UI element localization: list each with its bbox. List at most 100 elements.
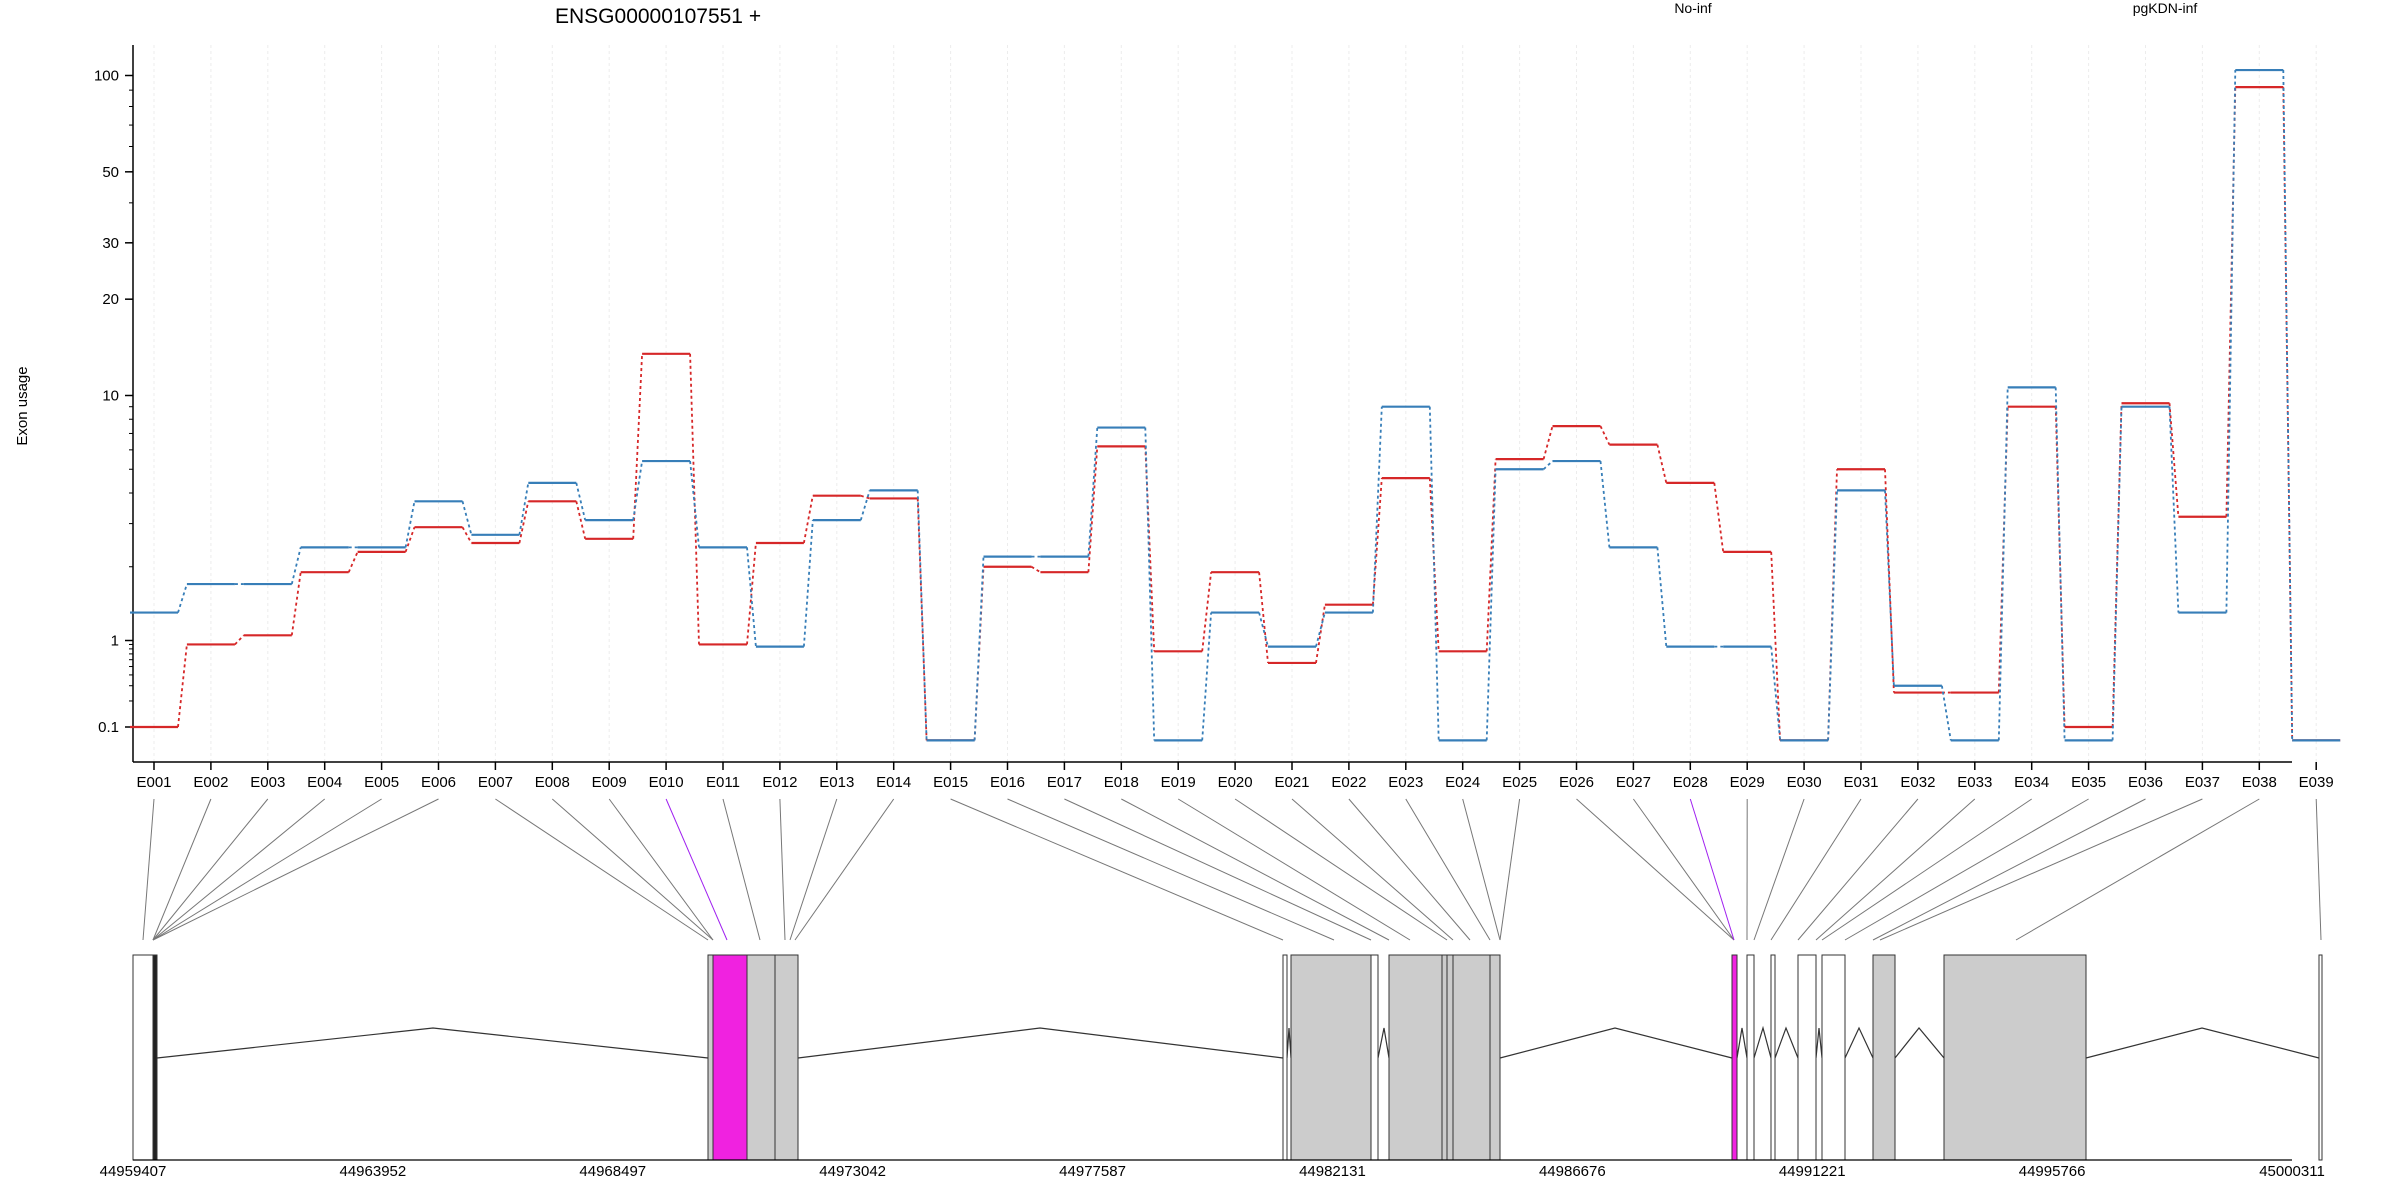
series-connector bbox=[1656, 444, 1668, 484]
series-connector bbox=[290, 572, 302, 636]
exon-block bbox=[132, 954, 154, 1161]
x-tick-label: E002 bbox=[193, 774, 228, 791]
exon-block bbox=[712, 954, 748, 1161]
x-tick-label: E036 bbox=[2128, 774, 2163, 791]
x-tick-label: E020 bbox=[1218, 774, 1253, 791]
intron-line bbox=[1774, 1026, 1799, 1059]
x-tick-label: E006 bbox=[421, 774, 456, 791]
connector-e031 bbox=[1770, 798, 1862, 941]
x-tick-label: E022 bbox=[1331, 774, 1366, 791]
connector-e019 bbox=[1177, 798, 1411, 941]
x-tick-label: E001 bbox=[136, 774, 171, 791]
x-tick-label: E011 bbox=[706, 774, 740, 791]
series-connector bbox=[1884, 490, 1895, 686]
series-connector bbox=[1315, 604, 1326, 664]
series-connector bbox=[518, 482, 530, 535]
intron-line bbox=[1894, 1027, 1945, 1059]
connector-e026 bbox=[1576, 798, 1735, 941]
x-tick-label: E008 bbox=[535, 774, 570, 791]
series-connector bbox=[1087, 427, 1099, 557]
y-tick-label: 50 bbox=[102, 164, 119, 181]
connector-e037 bbox=[1879, 798, 2203, 941]
intron-line bbox=[1286, 1027, 1292, 1059]
series-connector bbox=[1144, 446, 1156, 652]
x-tick-label: E010 bbox=[649, 774, 684, 791]
connector-e021 bbox=[1291, 798, 1454, 941]
exon-block bbox=[1770, 954, 1776, 1161]
x-tick-label: E015 bbox=[933, 774, 968, 791]
coord-tick-label: 44986676 bbox=[1539, 1163, 1606, 1180]
series-connector bbox=[746, 542, 757, 645]
exon-block bbox=[1489, 954, 1501, 1161]
x-tick-label: E023 bbox=[1388, 774, 1423, 791]
series-connector bbox=[1656, 547, 1668, 647]
series-connector bbox=[404, 526, 416, 553]
x-tick-label: E003 bbox=[250, 774, 285, 791]
connector-e004 bbox=[152, 798, 326, 941]
series-connector bbox=[1144, 427, 1156, 741]
series-connector bbox=[575, 482, 587, 521]
intron-line bbox=[1499, 1027, 1733, 1059]
series-connector bbox=[290, 547, 302, 585]
intron-line bbox=[1844, 1026, 1874, 1059]
intron-line bbox=[1377, 1027, 1390, 1059]
exon-block bbox=[1388, 954, 1443, 1161]
legend-entry-no-inf: No-inf bbox=[1674, 0, 1711, 16]
series-connector bbox=[1599, 460, 1611, 548]
series-connector bbox=[2168, 406, 2180, 613]
y-tick-label: 10 bbox=[102, 388, 119, 405]
coord-tick-label: 44973042 bbox=[819, 1163, 886, 1180]
genomic-coordinate-axis: 44959407 44963952 44968497 44973042 44977587… bbox=[100, 1159, 2325, 1180]
x-tick-label: E033 bbox=[1957, 774, 1992, 791]
series-connector bbox=[234, 634, 245, 646]
exon-block bbox=[2318, 954, 2323, 1161]
series-connector bbox=[2225, 70, 2237, 613]
series-layer bbox=[130, 68, 2341, 742]
connector-e036 bbox=[1872, 798, 2146, 941]
x-axis: E001 E002 E003 E004 E005 E006 E007 E008 E009 E010… bbox=[133, 761, 2334, 791]
connector-e007 bbox=[495, 798, 709, 941]
x-tick-label: E019 bbox=[1161, 774, 1196, 791]
exon-block bbox=[746, 954, 776, 1161]
exon-block bbox=[1282, 954, 1288, 1161]
connector-e015 bbox=[950, 798, 1284, 941]
x-tick-label: E016 bbox=[990, 774, 1025, 791]
x-tick-label: E014 bbox=[876, 774, 911, 791]
connector-e025 bbox=[1499, 798, 1521, 941]
exon-block bbox=[1746, 954, 1755, 1161]
legend-entry-pgkdn-inf: pgKDN-inf bbox=[2133, 0, 2198, 16]
series-connector bbox=[1485, 469, 1497, 741]
intron-line bbox=[1736, 1027, 1748, 1059]
connector-e001 bbox=[142, 798, 155, 941]
series-connector bbox=[1770, 551, 1781, 741]
connector-e013 bbox=[789, 798, 838, 941]
series-connector bbox=[575, 501, 587, 540]
x-tick-label: E034 bbox=[2014, 774, 2049, 791]
series-connector bbox=[1372, 406, 1383, 613]
x-tick-label: E031 bbox=[1843, 774, 1878, 791]
exon-block bbox=[1731, 954, 1738, 1161]
x-tick-label: E029 bbox=[1730, 774, 1765, 791]
series-connector bbox=[1884, 469, 1895, 693]
coord-tick-label: 44977587 bbox=[1059, 1163, 1126, 1180]
series-connector bbox=[1315, 612, 1326, 647]
coord-tick-label: 44959407 bbox=[100, 1163, 167, 1180]
x-tick-label: E028 bbox=[1673, 774, 1708, 791]
x-tick-label: E037 bbox=[2185, 774, 2220, 791]
exon-block bbox=[1446, 954, 1454, 1161]
series-connector bbox=[404, 501, 416, 548]
x-tick-label: E021 bbox=[1274, 774, 1309, 791]
exon-block bbox=[1290, 954, 1372, 1161]
series-connector bbox=[347, 551, 359, 573]
series-connector bbox=[1258, 572, 1269, 664]
series-no-inf bbox=[130, 85, 2341, 742]
connector-e014 bbox=[794, 798, 895, 941]
x-tick-label: E018 bbox=[1104, 774, 1139, 791]
x-tick-label: E026 bbox=[1559, 774, 1594, 791]
coord-tick-label: 44968497 bbox=[579, 1163, 646, 1180]
connector-e006 bbox=[152, 798, 439, 941]
series-connector bbox=[1087, 446, 1099, 573]
exon-connector-lines bbox=[142, 798, 2322, 941]
series-connector bbox=[2225, 87, 2237, 517]
